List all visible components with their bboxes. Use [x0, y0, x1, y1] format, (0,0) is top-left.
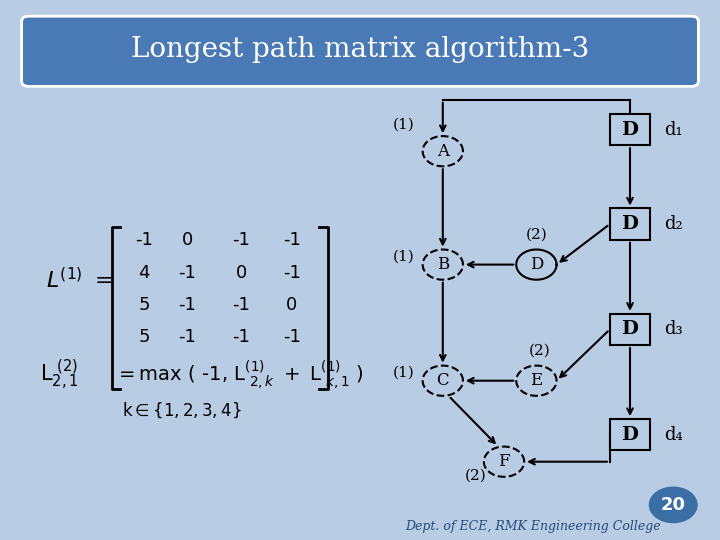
- FancyBboxPatch shape: [22, 16, 698, 86]
- Text: Longest path matrix algorithm-3: Longest path matrix algorithm-3: [131, 36, 589, 63]
- Text: d₄: d₄: [665, 426, 683, 444]
- Text: -1: -1: [233, 296, 250, 314]
- Text: D: D: [621, 120, 639, 139]
- Circle shape: [649, 487, 698, 523]
- Text: (1): (1): [392, 366, 414, 380]
- Text: -1: -1: [135, 231, 153, 249]
- Polygon shape: [484, 447, 524, 477]
- Text: Dept. of ECE, RMK Engineering College: Dept. of ECE, RMK Engineering College: [405, 520, 661, 533]
- Text: F: F: [498, 453, 510, 470]
- Text: D: D: [621, 320, 639, 339]
- Text: -1: -1: [283, 231, 300, 249]
- Text: 5: 5: [138, 328, 150, 347]
- Text: -1: -1: [233, 328, 250, 347]
- Text: 4: 4: [138, 264, 150, 282]
- Text: d₃: d₃: [665, 320, 683, 339]
- Polygon shape: [423, 249, 463, 280]
- Text: =: =: [95, 271, 114, 291]
- Text: -1: -1: [179, 264, 196, 282]
- Text: d₂: d₂: [665, 215, 683, 233]
- Text: -1: -1: [179, 328, 196, 347]
- Polygon shape: [423, 366, 463, 396]
- Text: C: C: [436, 372, 449, 389]
- Text: -1: -1: [179, 296, 196, 314]
- Text: $= \mathrm{max}\ (\ \text{-1,}\ \mathrm{L}^{(1)}_{\ 2,k}\ +\ \mathrm{L}^{(1)}_{\: $= \mathrm{max}\ (\ \text{-1,}\ \mathrm{…: [115, 359, 364, 392]
- Text: $L^{(1)}$: $L^{(1)}$: [47, 268, 83, 293]
- Text: $\mathrm{L}_{2,1}^{\ (2)}$: $\mathrm{L}_{2,1}^{\ (2)}$: [40, 357, 78, 393]
- Text: 20: 20: [661, 496, 685, 514]
- Text: 5: 5: [138, 296, 150, 314]
- Text: -1: -1: [233, 231, 250, 249]
- Text: D: D: [621, 215, 639, 233]
- Polygon shape: [516, 249, 557, 280]
- FancyBboxPatch shape: [611, 208, 650, 240]
- Text: (1): (1): [392, 117, 414, 131]
- Text: -1: -1: [283, 264, 300, 282]
- Polygon shape: [423, 136, 463, 166]
- Text: -1: -1: [283, 328, 300, 347]
- Polygon shape: [516, 366, 557, 396]
- Text: D: D: [530, 256, 543, 273]
- Text: (2): (2): [464, 468, 486, 482]
- Text: E: E: [530, 372, 543, 389]
- FancyBboxPatch shape: [611, 314, 650, 345]
- Text: (1): (1): [392, 249, 414, 264]
- Text: A: A: [437, 143, 449, 160]
- Text: 0: 0: [235, 264, 247, 282]
- FancyBboxPatch shape: [611, 419, 650, 450]
- Text: 0: 0: [181, 231, 193, 249]
- Text: 0: 0: [286, 296, 297, 314]
- Text: B: B: [436, 256, 449, 273]
- FancyBboxPatch shape: [611, 114, 650, 145]
- Text: (2): (2): [529, 344, 551, 358]
- Text: d₁: d₁: [665, 120, 683, 139]
- Text: $\mathrm{k} \in \{1,2,3,4\}$: $\mathrm{k} \in \{1,2,3,4\}$: [122, 401, 242, 420]
- Text: D: D: [621, 426, 639, 444]
- Text: (2): (2): [526, 228, 547, 242]
